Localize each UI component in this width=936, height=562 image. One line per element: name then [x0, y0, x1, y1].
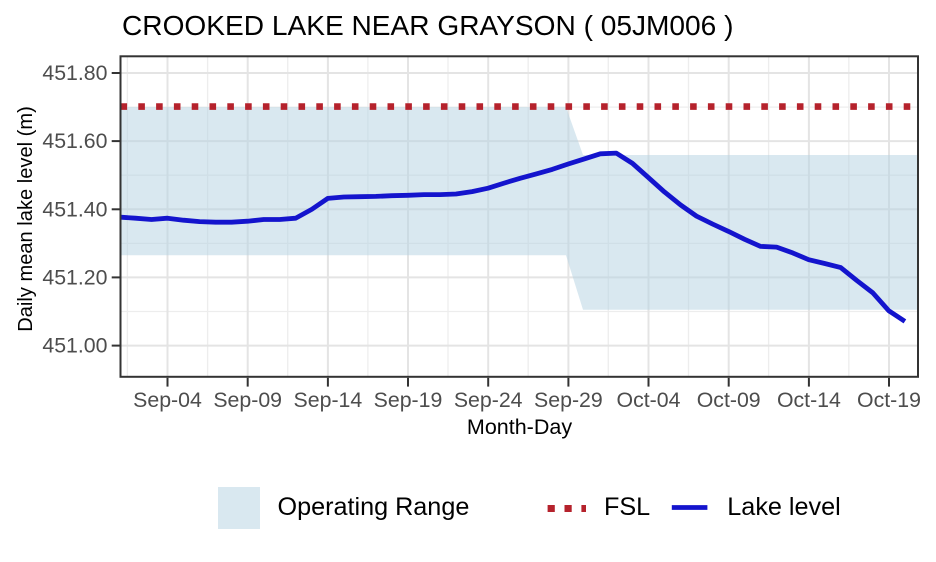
- svg-text:Sep-09: Sep-09: [213, 388, 282, 412]
- svg-text:Sep-24: Sep-24: [454, 388, 523, 412]
- svg-text:Sep-29: Sep-29: [534, 388, 603, 412]
- svg-text:Sep-04: Sep-04: [133, 388, 202, 412]
- svg-text:451.80: 451.80: [42, 61, 107, 85]
- svg-text:451.20: 451.20: [42, 265, 107, 289]
- svg-text:Sep-14: Sep-14: [294, 388, 363, 412]
- svg-text:Sep-19: Sep-19: [374, 388, 443, 412]
- svg-text:Oct-14: Oct-14: [777, 388, 841, 412]
- svg-text:451.40: 451.40: [42, 197, 107, 221]
- svg-text:FSL: FSL: [604, 493, 650, 521]
- svg-text:Daily mean lake level (m): Daily mean lake level (m): [15, 106, 37, 332]
- svg-text:Oct-04: Oct-04: [617, 388, 681, 412]
- svg-text:Month-Day: Month-Day: [467, 415, 572, 439]
- svg-text:CROOKED LAKE NEAR GRAYSON ( 05: CROOKED LAKE NEAR GRAYSON ( 05JM006 ): [122, 10, 733, 41]
- svg-text:451.00: 451.00: [42, 334, 107, 358]
- svg-text:Oct-19: Oct-19: [857, 388, 921, 412]
- svg-text:Oct-09: Oct-09: [697, 388, 761, 412]
- svg-text:Lake level: Lake level: [727, 493, 840, 521]
- svg-text:Operating Range: Operating Range: [278, 493, 470, 521]
- svg-text:451.60: 451.60: [42, 129, 107, 153]
